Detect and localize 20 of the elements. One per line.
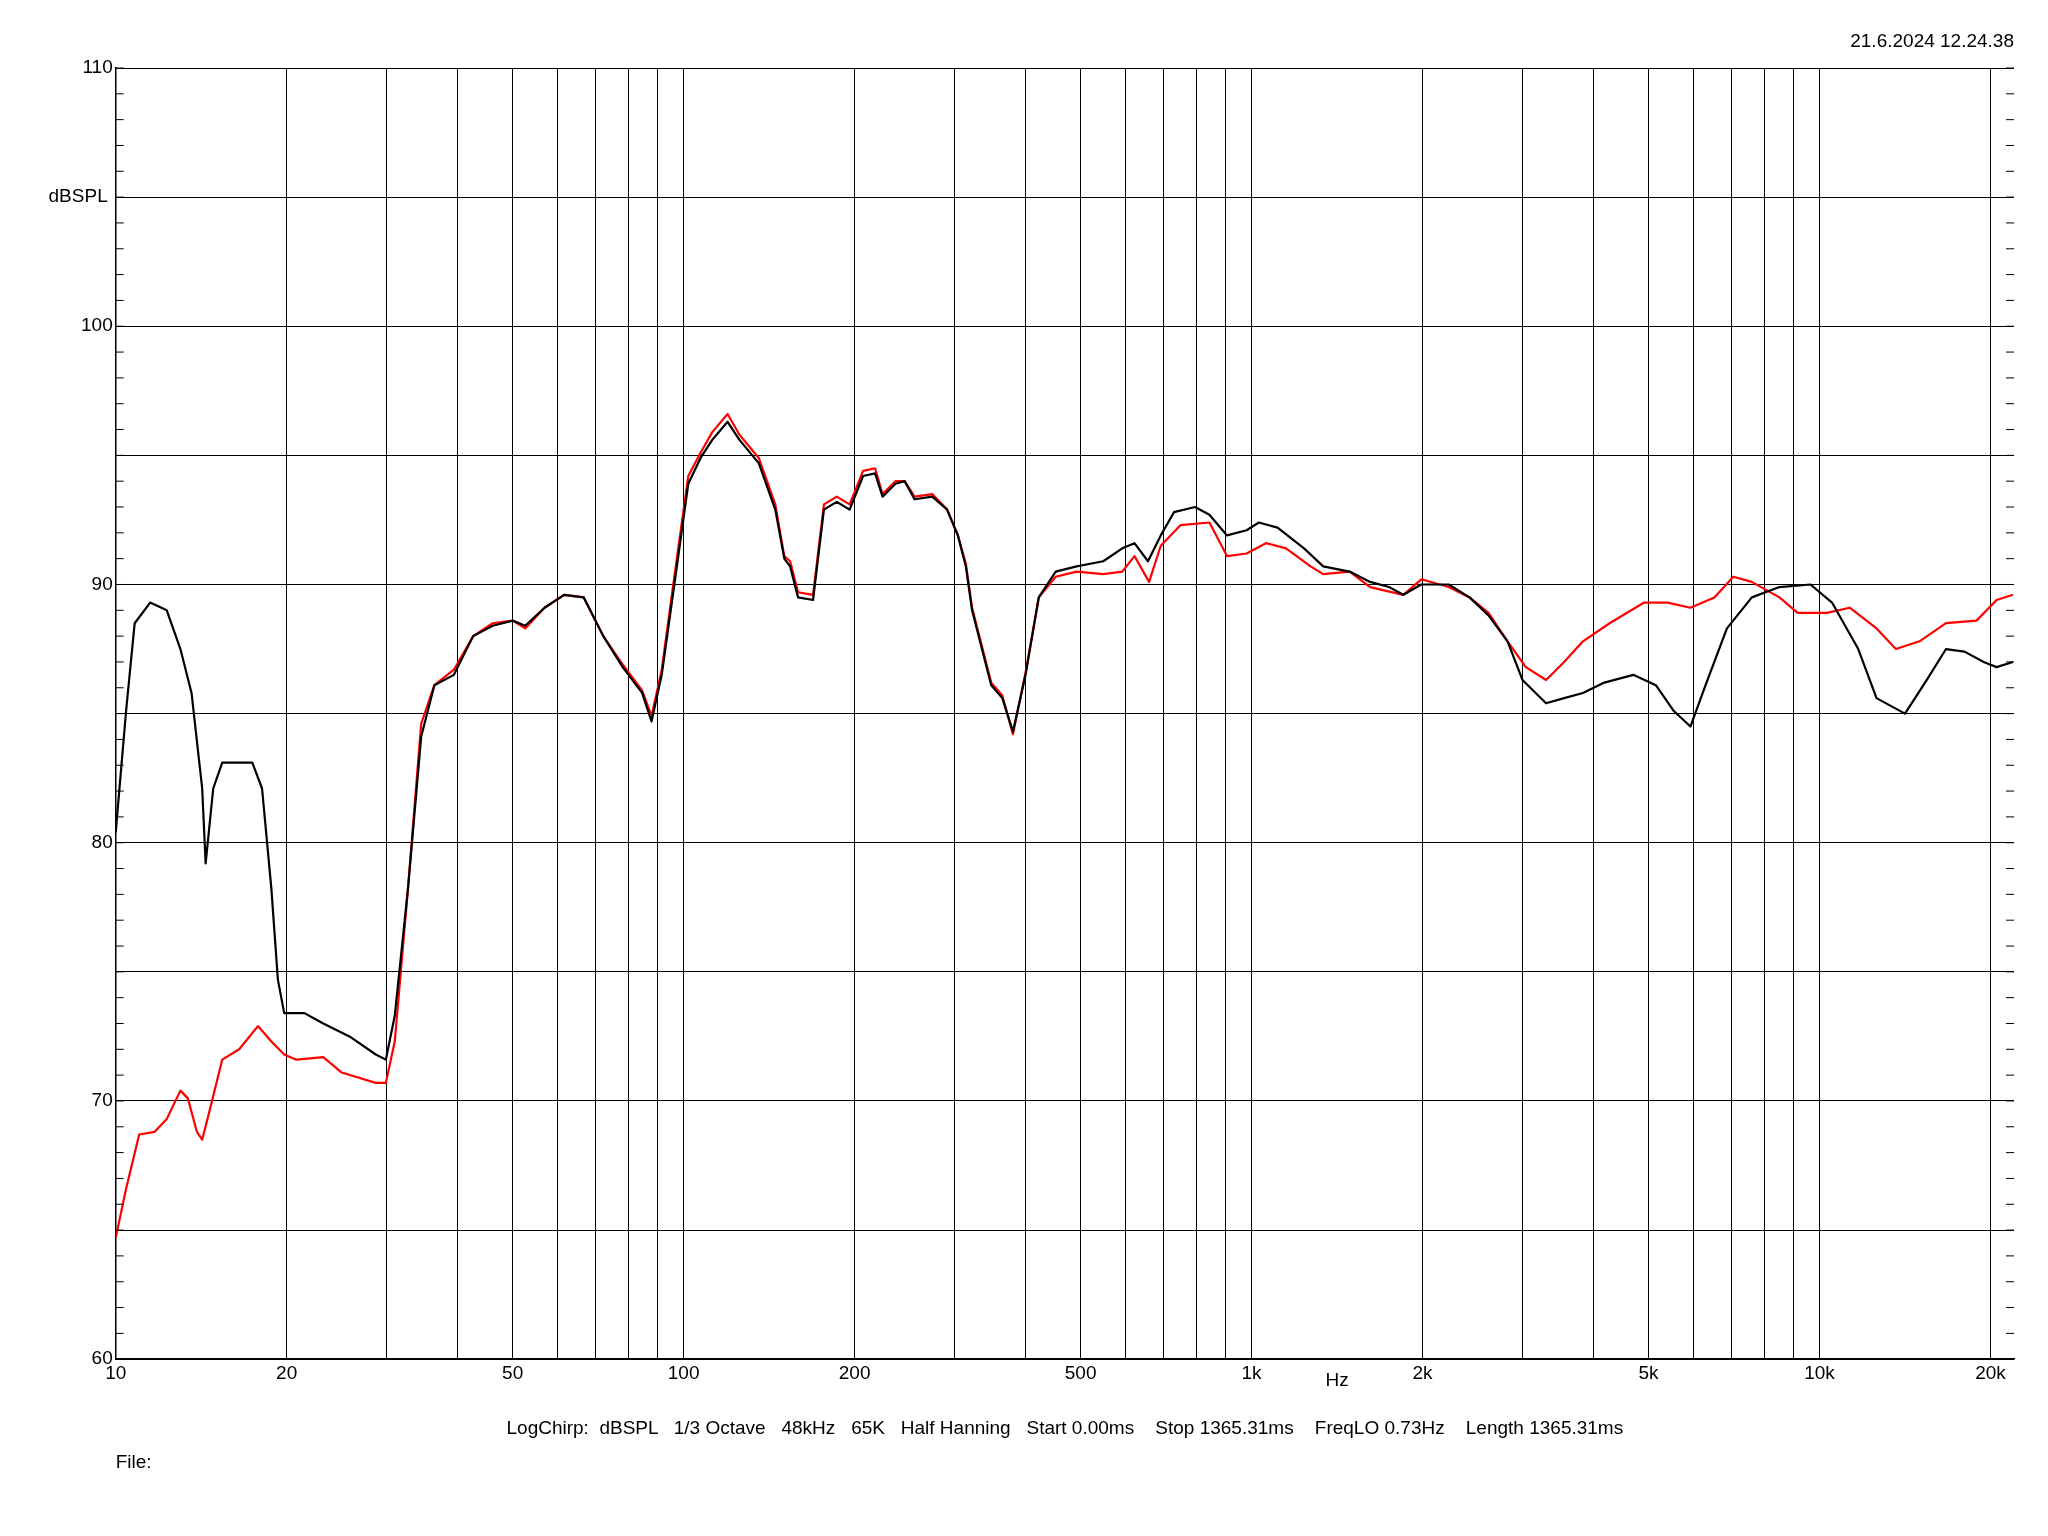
x-tick-label: 50 (502, 1361, 524, 1383)
text: 21.6.2024 12.24.38 (1850, 30, 2014, 52)
y-tick-label: 70 (91, 1089, 113, 1111)
x-tick-label: 2k (1412, 1361, 1434, 1383)
y-tick-label: 90 (91, 572, 113, 594)
y-tick-label: 100 (81, 314, 113, 336)
x-tick-label: 200 (838, 1361, 871, 1383)
x-tick-label: 5k (1638, 1361, 1660, 1383)
x-tick-label: 20 (276, 1361, 298, 1383)
x-tick-label: 1k (1241, 1361, 1263, 1383)
x-tick-label: 10k (1804, 1361, 1836, 1383)
x-tick-label: 100 (667, 1361, 700, 1383)
y-axis-title: dBSPL (48, 185, 108, 207)
text: File: (115, 1451, 152, 1473)
x-axis-title: Hz (1325, 1368, 1349, 1390)
x-tick-label: 500 (1064, 1361, 1097, 1383)
x-tick-label: 20k (1975, 1361, 2007, 1383)
y-tick-label: 110 (82, 56, 113, 78)
y-tick-label: 80 (91, 830, 113, 852)
text: LogChirp: dBSPL 1/3 Octave 48kHz 65K Half Hanning Start 0.00ms Stop 1365.31ms FreqLO 0.73Hz Length 1365.31ms (506, 1417, 1624, 1439)
